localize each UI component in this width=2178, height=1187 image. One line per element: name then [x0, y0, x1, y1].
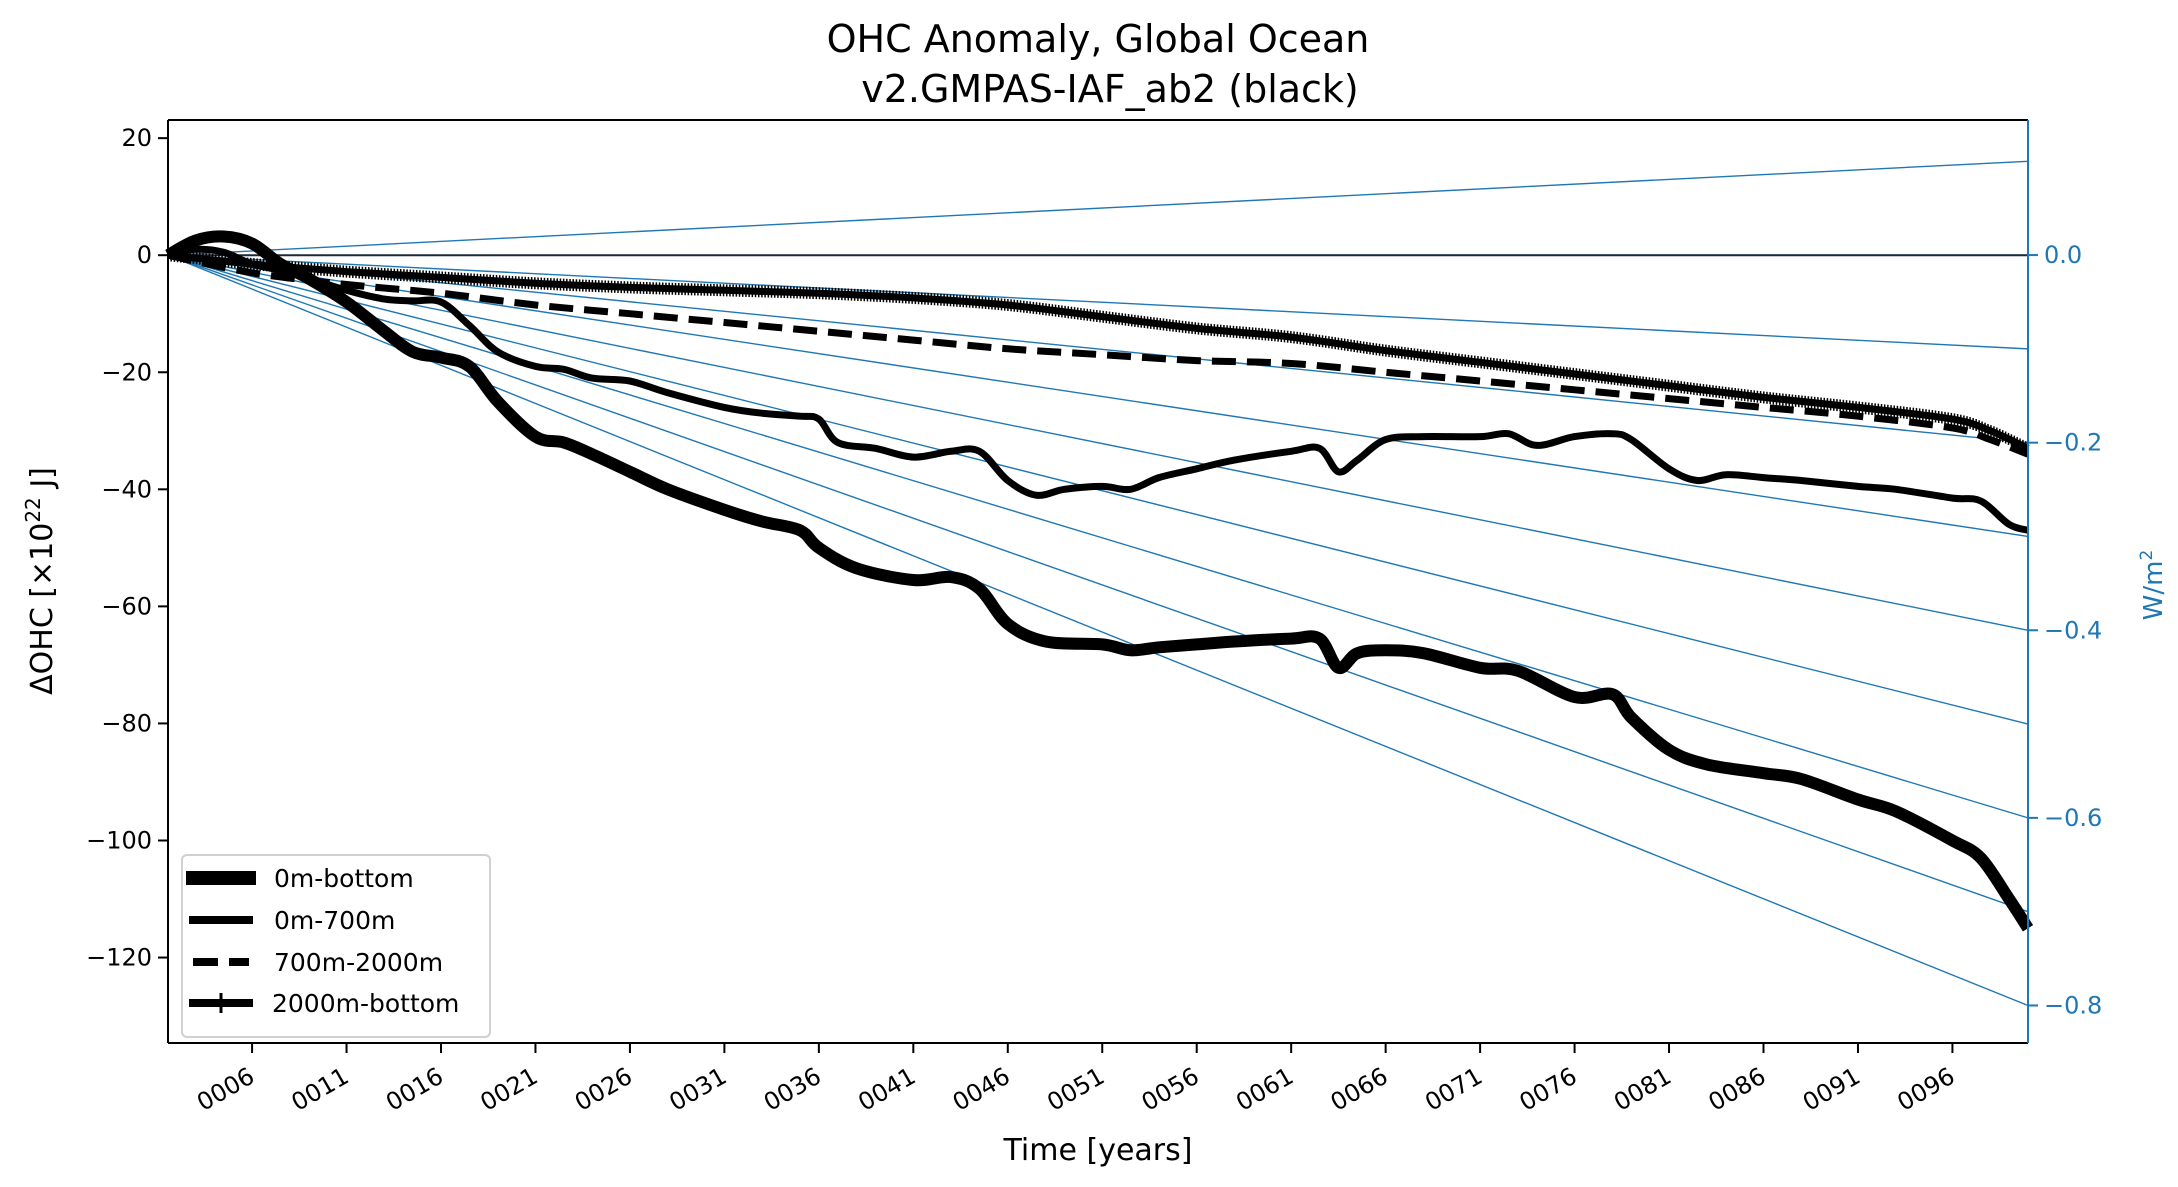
reference-flux-line: [167, 254, 2029, 538]
chart-subtitle: v2.GMPAS-IAF_ab2 (black): [861, 67, 1359, 111]
x-tick-label: 0036: [759, 1062, 826, 1117]
reference-flux-line: [167, 254, 2029, 444]
x-tick-label: 0096: [1893, 1062, 1960, 1117]
y2-axis-ticks: 0.0 −0.2 −0.4 −0.6 −0.8: [2028, 241, 2102, 1019]
series-line-0m-bottom: [165, 230, 2034, 932]
x-tick-label: 0076: [1515, 1062, 1582, 1117]
y-tick-label: −60: [101, 592, 152, 620]
y-tick-label: −80: [101, 709, 152, 737]
legend-item: 0m-bottom: [186, 864, 414, 893]
x-tick-label: 0011: [287, 1062, 354, 1117]
x-tick-label: 0026: [570, 1062, 637, 1117]
reference-flux-line: [167, 254, 2029, 819]
x-axis-ticks: 0006 0011 0016 0021 0026 0031 0036 0041 0046 0051…: [192, 1043, 1959, 1117]
legend-item: 2000m-bottom: [189, 989, 459, 1018]
y2-axis-label-main: W/m: [2139, 561, 2169, 621]
series-line-700m-2000m: [167, 251, 2030, 458]
y-axis-label: ΔOHC [×1022 J]: [21, 467, 60, 695]
y-axis-label-main: ΔOHC [×10: [25, 523, 60, 695]
legend-item: 0m-700m: [189, 906, 395, 935]
y-tick-label: 0: [137, 241, 152, 269]
x-tick-label: 0086: [1704, 1062, 1771, 1117]
y2-axis-label-exponent: 2: [2137, 550, 2157, 561]
reference-flux-line: [167, 254, 2029, 350]
y2-tick-label: −0.6: [2044, 804, 2102, 832]
y2-axis-label: W/m2: [2137, 550, 2169, 621]
x-tick-label: 0091: [1798, 1062, 1865, 1117]
y2-tick-label: 0.0: [2044, 241, 2082, 269]
y-tick-label: −40: [101, 475, 152, 503]
legend-box: [181, 854, 491, 1038]
legend-label: 2000m-bottom: [272, 989, 459, 1018]
y-axis-ticks: 20 0 −20 −40 −60 −80 −100 −120: [86, 124, 168, 972]
series-line-0m-700m: [167, 245, 2030, 534]
x-tick-label: 0046: [948, 1062, 1015, 1117]
y-axis-label-unit: J]: [25, 467, 60, 497]
y2-tick-label: −0.2: [2044, 429, 2102, 457]
y-tick-label: −120: [86, 944, 152, 972]
x-tick-label: 0031: [664, 1062, 731, 1117]
x-tick-label: 0071: [1420, 1062, 1487, 1117]
x-tick-label: 0056: [1137, 1062, 1204, 1117]
x-axis-label: Time [years]: [1003, 1133, 1193, 1168]
reference-flux-line: [167, 254, 2029, 631]
legend-label: 700m-2000m: [274, 948, 443, 977]
chart-title: OHC Anomaly, Global Ocean: [827, 17, 1370, 61]
legend-item: 700m-2000m: [193, 948, 443, 977]
series-layer: [165, 230, 2034, 932]
y2-tick-label: −0.4: [2044, 616, 2102, 644]
series-line-2000m-bottom: [167, 251, 2030, 452]
reference-flux-line: [167, 160, 2029, 256]
x-tick-label: 0081: [1609, 1062, 1676, 1117]
legend-label: 0m-700m: [274, 906, 395, 935]
x-tick-label: 0051: [1042, 1062, 1109, 1117]
y-tick-label: −100: [86, 826, 152, 854]
y-axis-label-exponent: 22: [21, 497, 45, 522]
y-tick-label: 20: [121, 124, 152, 152]
x-tick-label: 0006: [192, 1062, 259, 1117]
y2-tick-label: −0.8: [2044, 991, 2102, 1019]
x-tick-label: 0066: [1326, 1062, 1393, 1117]
legend-label: 0m-bottom: [274, 864, 414, 893]
reference-flux-line: [167, 254, 2029, 913]
y-tick-label: −20: [101, 358, 152, 386]
legend: 0m-bottom 0m-700m 700m-2000m 2000m-botto…: [181, 854, 491, 1038]
x-tick-label: 0021: [476, 1062, 543, 1117]
x-tick-label: 0016: [381, 1062, 448, 1117]
x-tick-label: 0041: [853, 1062, 920, 1117]
x-tick-label: 0061: [1231, 1062, 1298, 1117]
